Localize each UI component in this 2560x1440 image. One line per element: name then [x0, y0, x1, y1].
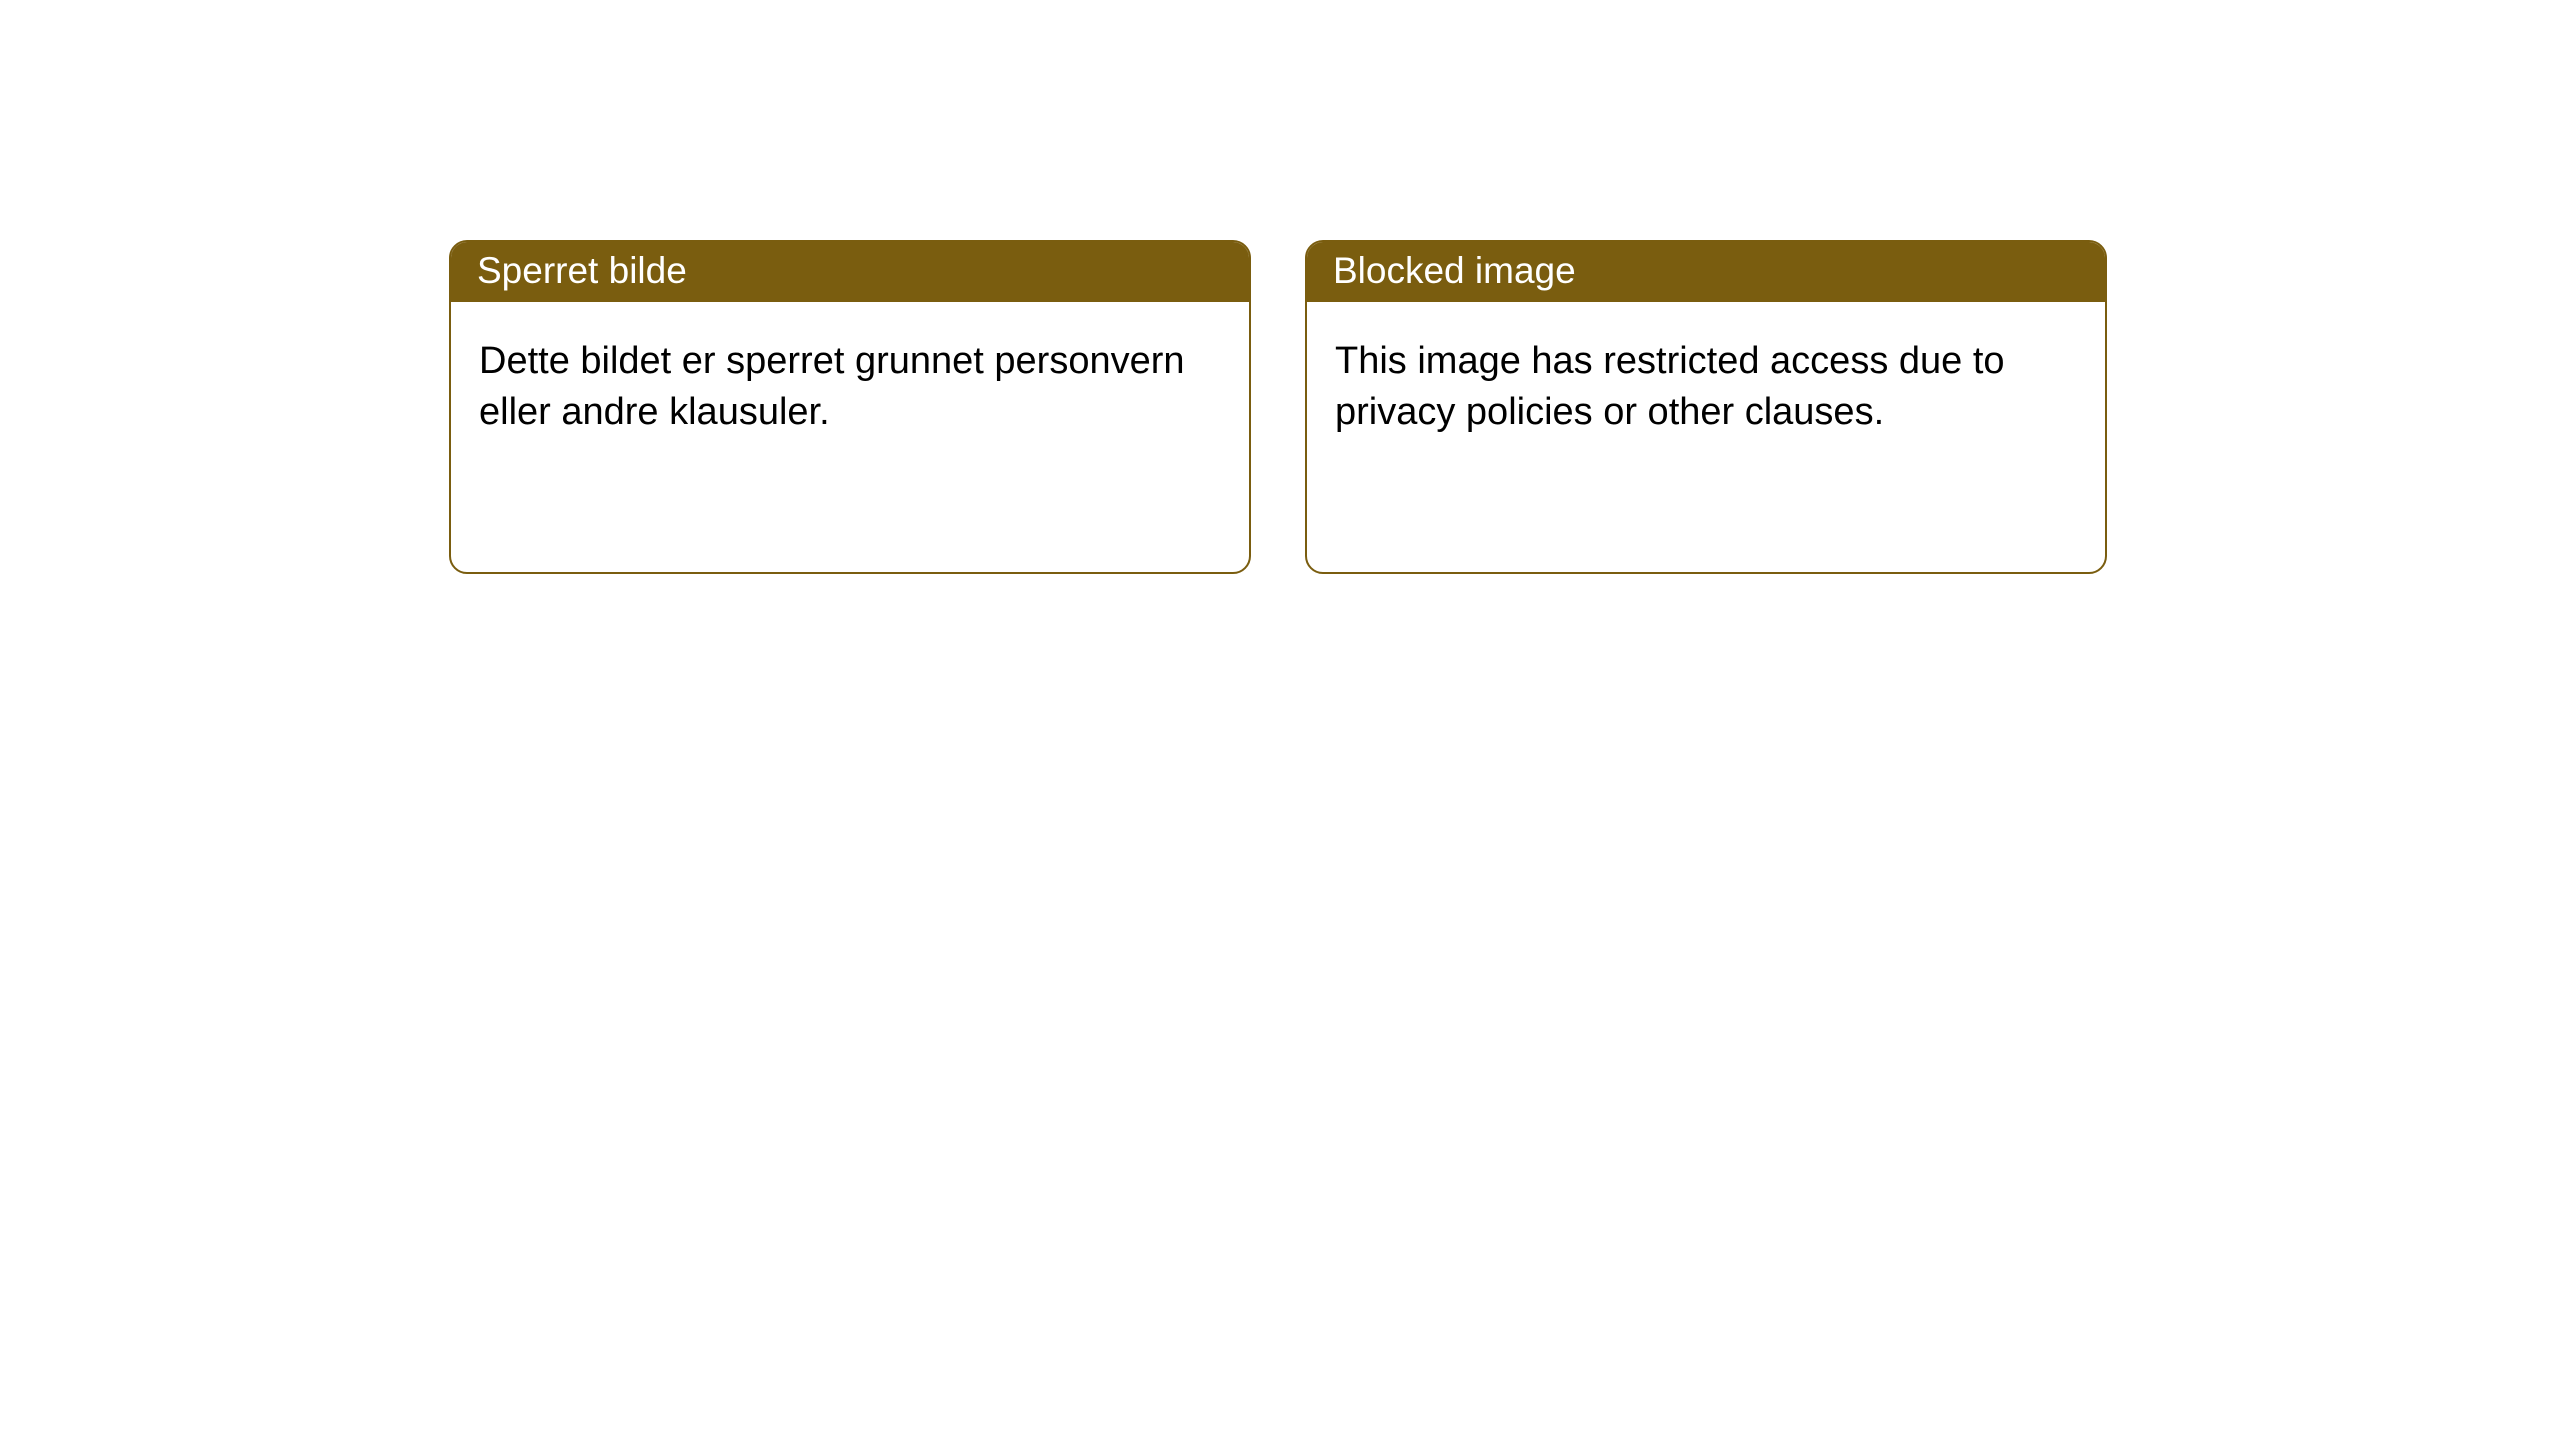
notice-card-header: Blocked image: [1307, 242, 2105, 302]
notice-card-norwegian: Sperret bilde Dette bildet er sperret gr…: [449, 240, 1251, 574]
notice-card-title: Sperret bilde: [477, 250, 687, 291]
notice-card-header: Sperret bilde: [451, 242, 1249, 302]
notice-card-body: This image has restricted access due to …: [1307, 302, 2105, 572]
notice-card-body-text: Dette bildet er sperret grunnet personve…: [479, 340, 1185, 433]
notice-card-body: Dette bildet er sperret grunnet personve…: [451, 302, 1249, 572]
notice-card-english: Blocked image This image has restricted …: [1305, 240, 2107, 574]
notice-card-body-text: This image has restricted access due to …: [1335, 340, 2005, 433]
notice-card-title: Blocked image: [1333, 250, 1576, 291]
notice-container: Sperret bilde Dette bildet er sperret gr…: [0, 0, 2560, 574]
